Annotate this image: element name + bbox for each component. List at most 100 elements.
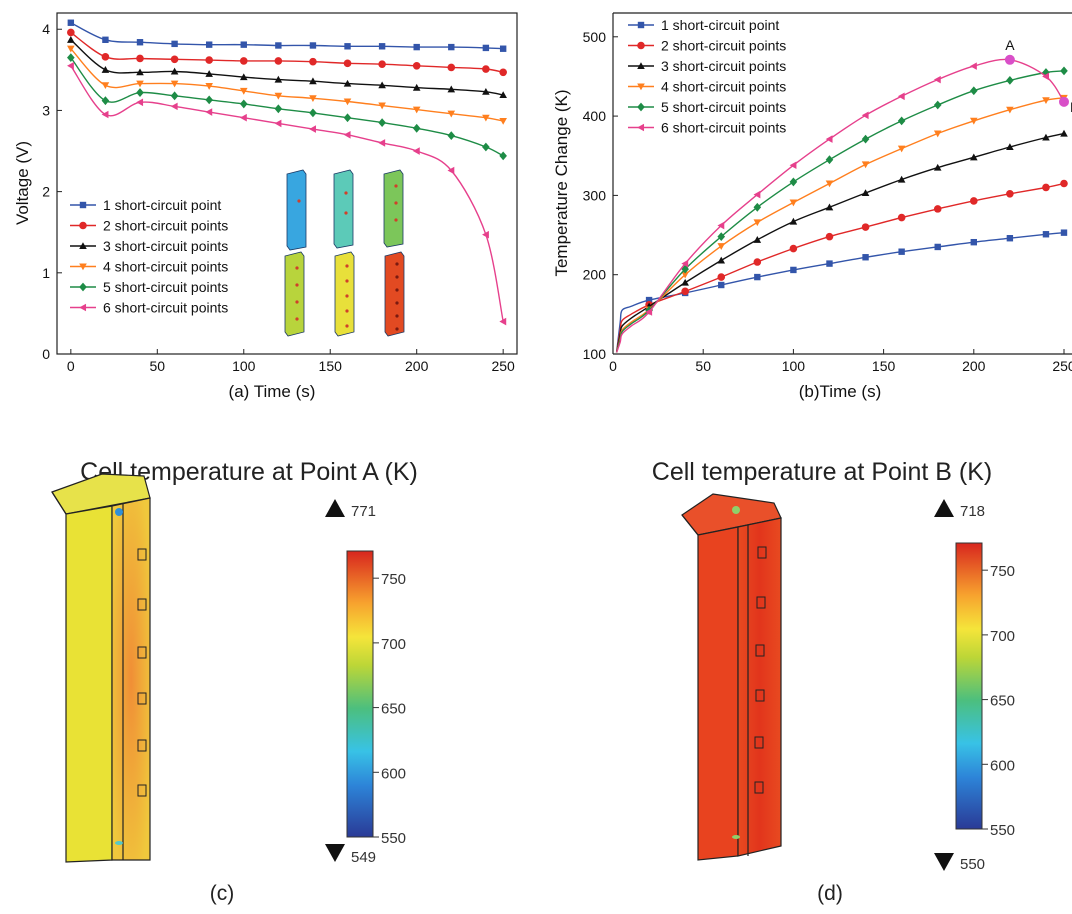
series-6-marker: [101, 110, 109, 119]
series-2-marker: [239, 57, 248, 65]
series-5-marker: [1060, 66, 1068, 76]
series-3-marker: [897, 175, 906, 183]
legend-marker-4: [637, 83, 645, 91]
series-2-marker: [789, 244, 798, 253]
short-point-b-3: [755, 644, 765, 657]
series-3-marker: [1060, 129, 1068, 137]
series-2-marker: [343, 59, 352, 68]
legend-marker-2: [637, 41, 645, 50]
inset-cell-3: [383, 169, 404, 248]
series-6-marker: [933, 75, 941, 84]
series-6-marker: [717, 221, 725, 230]
series-3-marker: [343, 79, 352, 87]
series-5-marker: [499, 151, 507, 161]
colorbar-tick-label: 650: [381, 701, 406, 718]
series-3-marker: [136, 68, 144, 76]
series-3-marker: [412, 83, 421, 91]
colorbar-tick-label: 550: [990, 822, 1015, 839]
series-5-marker: [447, 131, 456, 140]
inset-cell-4: [284, 251, 305, 337]
short-point-b-6: [754, 781, 764, 794]
series-6-marker: [309, 125, 316, 133]
panel-b-temperature-chart: 0 50 100 150 200 250 100 200 300 400 500 Temperat…: [552, 12, 1072, 401]
series-3-marker: [274, 75, 283, 83]
x-tick-label: 100: [782, 358, 806, 374]
colorbar-tick-label: 650: [990, 693, 1015, 710]
series-1-marker: [826, 260, 833, 267]
series-5-marker: [861, 134, 870, 144]
series-3-marker: [861, 189, 870, 197]
legend-label-6: 6 short-circuit points: [103, 300, 228, 316]
panel-d-min-label: 550: [960, 856, 985, 873]
series-1-marker: [240, 41, 247, 48]
colorbar-c: [346, 550, 374, 838]
x-tick-label: 50: [695, 358, 711, 374]
x-tick-label: 50: [150, 358, 166, 374]
min-triangle-icon: [934, 853, 954, 871]
colorbar-tick-label: 750: [990, 563, 1015, 580]
series-6-marker: [412, 147, 420, 155]
x-tick-label: 200: [405, 358, 429, 374]
series-4-marker: [861, 161, 870, 169]
series-6-marker: [645, 308, 653, 316]
panel-d-title: Cell temperature at Point B (K): [652, 458, 992, 486]
panel-b-x-axis-label: (b)Time (s): [799, 382, 881, 401]
short-point-a-1: [137, 548, 147, 561]
series-3-marker: [482, 87, 490, 95]
series-5-marker: [412, 123, 421, 133]
y-tick-label: 500: [583, 29, 607, 45]
series-4-marker: [309, 95, 317, 103]
series-6-marker: [681, 259, 689, 268]
series-6-marker: [789, 161, 797, 170]
series-1-marker: [378, 43, 386, 50]
series-5-marker: [309, 108, 317, 118]
inset-cell-2: [333, 169, 354, 249]
series-2-marker: [412, 61, 421, 70]
series-1-marker: [970, 238, 977, 246]
y-tick-label: 2: [42, 184, 50, 200]
point-b-label: B: [1070, 99, 1072, 115]
series-4-marker: [789, 199, 798, 207]
panel-a-legend: 1 short-circuit point 2 short-circuit poi…: [70, 197, 228, 316]
series-6-marker: [67, 61, 74, 70]
legend-label-3: 3 short-circuit points: [661, 58, 786, 74]
series-4-marker: [933, 130, 942, 138]
series-6-marker: [1042, 72, 1049, 81]
cell-a-front-face: [65, 505, 113, 863]
series-5-marker: [970, 86, 978, 96]
y-tick-label: 400: [583, 108, 607, 124]
series-line-4: [70, 48, 504, 122]
series-5-marker: [239, 99, 248, 109]
series-6-marker: [897, 92, 905, 101]
point-a-label: A: [1005, 37, 1015, 53]
series-line-4: [615, 97, 1065, 353]
series-1-marker: [482, 44, 490, 52]
cell-b-side-face: [737, 517, 782, 857]
panel-b-y-axis: 100 200 300 400 500: [583, 29, 618, 362]
series-4-marker: [825, 180, 834, 188]
series-2-marker: [753, 258, 762, 266]
colorbar-tick-label: 700: [990, 628, 1015, 645]
y-tick-label: 4: [42, 21, 50, 37]
panel-a-x-axis-label: (a) Time (s): [229, 382, 316, 401]
series-4-marker: [101, 82, 110, 90]
legend-marker-5: [79, 282, 87, 292]
colorbar-tick-label: 600: [381, 765, 406, 782]
x-tick-label: 0: [609, 358, 617, 374]
series-4-marker: [136, 80, 144, 88]
series-5-marker: [205, 95, 213, 105]
legend-marker-3: [637, 62, 645, 70]
inset-cell-1: [286, 169, 307, 251]
series-2-marker: [970, 197, 978, 205]
series-1-marker: [499, 45, 507, 52]
legend-marker-5: [637, 102, 645, 112]
series-1-marker: [862, 254, 869, 261]
series-3-marker: [825, 203, 834, 211]
panel-c-caption: (c): [210, 882, 235, 905]
colorbar-tick-label: 550: [381, 830, 406, 847]
colorbar-d: [955, 542, 983, 830]
series-3-marker: [170, 67, 179, 75]
legend-marker-1: [637, 21, 645, 29]
series-6-marker: [482, 230, 489, 239]
series-5-marker: [825, 155, 834, 165]
